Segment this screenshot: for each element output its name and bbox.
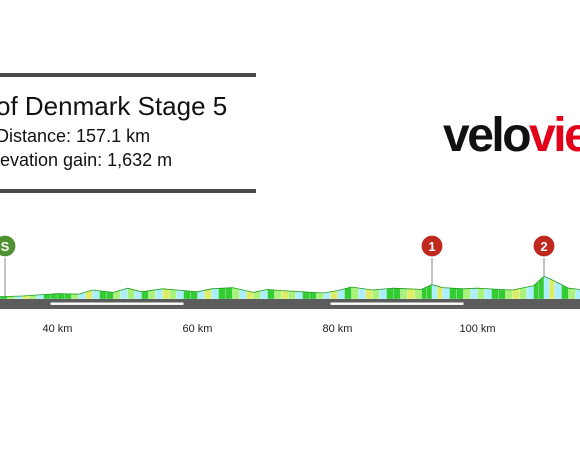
gradient-band <box>431 284 438 300</box>
x-tick-label: 80 km <box>323 323 353 335</box>
gradient-band <box>442 287 450 300</box>
gradient-band <box>568 287 576 300</box>
gradient-band <box>393 287 401 300</box>
marker-climb <box>420 234 444 258</box>
gradient-band <box>484 288 492 300</box>
gradient-band <box>498 289 506 300</box>
gradient-band <box>71 293 79 300</box>
gradient-band <box>225 287 233 300</box>
gradient-band <box>267 289 275 300</box>
x-tick-label: 60 km <box>183 323 213 335</box>
gradient-band <box>437 285 443 300</box>
gradient-band <box>477 287 485 300</box>
gradient-band <box>176 289 184 300</box>
gradient-band <box>302 291 310 300</box>
gradient-band <box>155 288 163 300</box>
gradient-band <box>281 290 289 300</box>
bottom-rule <box>0 189 256 193</box>
gradient-band <box>400 288 408 300</box>
gradient-band <box>463 288 471 300</box>
gradient-band <box>449 287 457 300</box>
marker-start <box>0 234 17 258</box>
x-tick-label: 40 km <box>43 323 73 335</box>
gradient-band <box>365 288 373 300</box>
gradient-band <box>456 288 464 300</box>
gradient-band <box>519 286 527 300</box>
gradient-band <box>470 287 478 300</box>
marker-label: 2 <box>540 239 547 254</box>
gradient-band <box>414 288 422 300</box>
gradient-band <box>407 288 415 300</box>
gradient-band <box>505 289 513 300</box>
gradient-band <box>50 293 58 300</box>
gradient-band <box>288 290 296 300</box>
gradient-band <box>274 289 282 300</box>
gradient-band <box>99 290 107 300</box>
scale-bar <box>50 302 184 305</box>
scale-bar <box>330 302 464 305</box>
gradient-band <box>351 286 359 300</box>
gradient-band <box>218 287 226 300</box>
distance-text: Distance: 157.1 km <box>0 126 151 146</box>
gradient-band <box>575 288 580 300</box>
gradient-band <box>526 285 534 300</box>
gradient-band <box>491 288 499 300</box>
stage-info: of Denmark Stage 5 Distance: 157.1 km le… <box>0 88 266 172</box>
gradient-band <box>211 288 219 300</box>
gradient-band <box>543 275 550 300</box>
gradient-band <box>372 289 380 300</box>
gradient-band <box>92 289 100 300</box>
gradient-band <box>183 290 191 300</box>
gradient-band <box>379 288 387 300</box>
gradient-band <box>358 287 366 300</box>
gradient-band <box>549 278 555 300</box>
gradient-band <box>190 290 198 300</box>
velovie-logo: velovie <box>443 109 580 162</box>
gradient-band <box>162 288 170 300</box>
gradient-band <box>148 289 156 300</box>
top-rule <box>0 73 256 77</box>
gradient-band <box>316 292 324 300</box>
x-tick-label: 100 km <box>459 323 495 335</box>
stage-title: of Denmark Stage 5 <box>0 91 228 121</box>
road-strip <box>0 299 580 309</box>
gradient-band <box>57 293 65 300</box>
elevation-outline <box>0 275 580 297</box>
gradient-band <box>106 291 114 300</box>
gradient-band <box>295 291 303 300</box>
marker-label: 1 <box>428 239 435 254</box>
elevation-text: levation gain: 1,632 m <box>0 150 173 170</box>
marker-climb <box>532 234 556 258</box>
gradient-band <box>64 293 72 300</box>
gradient-band <box>386 287 394 300</box>
gradient-band <box>538 275 545 300</box>
gradient-band <box>309 291 317 300</box>
marker-label: S <box>1 239 10 254</box>
gradient-band <box>169 289 177 300</box>
